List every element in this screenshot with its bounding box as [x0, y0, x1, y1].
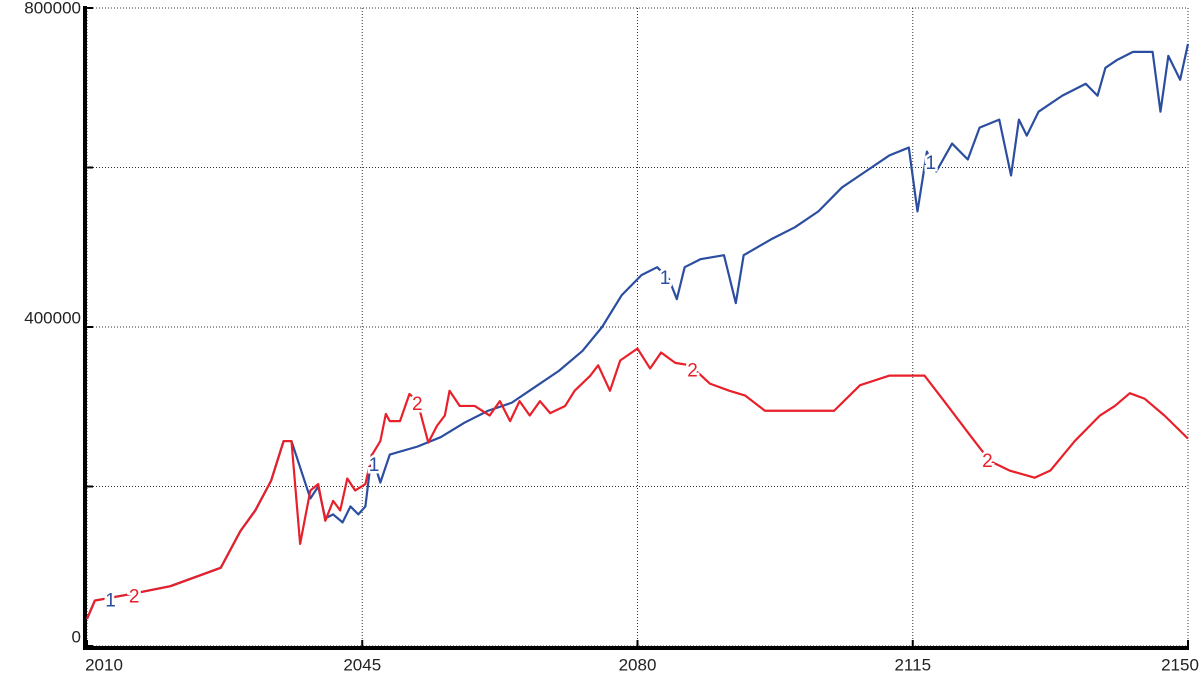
y-tick-label: 800000	[24, 0, 81, 17]
x-tick-label: 2150	[1161, 655, 1199, 674]
series-label: 2	[412, 394, 423, 415]
x-tick-label: 2115	[894, 655, 931, 674]
series-label: 1	[369, 455, 380, 476]
x-tick-label: 2080	[619, 655, 657, 674]
series-line	[85, 43, 1190, 620]
series-label: 1	[660, 268, 671, 289]
y-tick-label: 0	[72, 627, 81, 646]
series-label: 2	[687, 360, 698, 381]
series-label: 2	[129, 586, 140, 607]
y-tick-label: 400000	[24, 308, 81, 327]
x-tick-label: 2045	[343, 655, 381, 674]
series-label: 1	[105, 591, 116, 612]
series-label: 2	[982, 451, 993, 472]
series-label: 1	[926, 153, 937, 174]
series-line	[85, 347, 1189, 620]
x-tick-label: 2010	[85, 655, 123, 674]
